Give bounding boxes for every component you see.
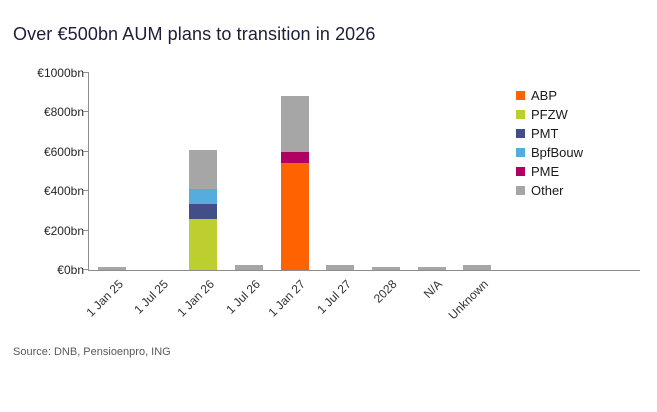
bar-1-jan-26 <box>189 73 218 270</box>
x-tick-label: 1 Jan 27 <box>265 277 309 320</box>
x-tick-label: 1 Jul 26 <box>223 277 263 317</box>
legend-label-other: Other <box>531 183 564 198</box>
bar-segment-pme-1-jan-27 <box>280 151 309 163</box>
bar-segment-other-2028 <box>371 267 400 270</box>
legend-item-abp: ABP <box>516 86 583 105</box>
legend-swatch-pfzw <box>516 110 525 119</box>
bar-segment-other-1-jul-26 <box>234 265 263 270</box>
x-axis-line <box>88 270 640 271</box>
bar-segment-other-1-jan-26 <box>189 149 218 190</box>
bar-1-jul-26 <box>234 73 263 270</box>
chart-title: Over €500bn AUM plans to transition in 2… <box>13 24 376 44</box>
bar-segment-pfzw-1-jan-26 <box>189 218 218 270</box>
y-tick-label: €400bn <box>43 184 84 199</box>
legend: ABP PFZW PMT BpfBouw PME Other <box>516 86 583 200</box>
y-tick-label: €0bn <box>57 263 84 277</box>
y-tick-label: €1000bn <box>37 66 84 80</box>
y-tick-label: €200bn <box>43 223 84 238</box>
bar-1-jan-27 <box>280 73 309 270</box>
plot-area <box>83 72 500 270</box>
bar-1-jan-25 <box>97 73 126 270</box>
bar-1-jul-27 <box>326 73 355 270</box>
y-axis-labels: €0bn €200bn €400bn €600bn €800bn €1000bn <box>0 66 84 277</box>
bar-segment-other-1-jan-25 <box>97 267 126 270</box>
source-note: Source: DNB, Pensioenpro, ING <box>13 346 171 358</box>
x-tick-label: 1 Jul 25 <box>131 277 172 317</box>
bar-unknown <box>463 73 492 270</box>
legend-item-other: Other <box>516 181 583 200</box>
x-tick-label: 2028 <box>370 277 400 306</box>
x-tick-label: 1 Jan 25 <box>83 277 126 320</box>
bar-2028 <box>371 73 400 270</box>
bar-segment-abp-1-jan-27 <box>280 162 309 270</box>
x-tick-label: 1 Jul 27 <box>314 277 355 317</box>
legend-swatch-abp <box>516 91 525 100</box>
y-tick-mark <box>83 190 89 192</box>
legend-item-pme: PME <box>516 162 583 181</box>
x-axis-labels: 1 Jan 25 1 Jul 25 1 Jan 26 1 Jul 26 1 Jan 27… <box>83 271 500 346</box>
x-tick-label: 1 Jan 26 <box>174 277 218 320</box>
y-tick-mark <box>83 150 89 152</box>
y-tick-mark <box>83 269 89 270</box>
bar-segment-other-1-jul-27 <box>326 265 355 270</box>
bar-segment-pmt-1-jan-26 <box>189 204 218 219</box>
legend-label-pmt: PMT <box>531 126 559 141</box>
legend-item-pfzw: PFZW <box>516 105 583 124</box>
legend-item-pmt: PMT <box>516 124 583 143</box>
bar-n-a <box>417 73 446 270</box>
bar-segment-other-1-jan-27 <box>280 95 309 152</box>
legend-label-abp: ABP <box>531 88 558 103</box>
y-tick-mark <box>83 72 89 73</box>
legend-label-pme: PME <box>531 164 560 179</box>
x-tick-label: N/A <box>421 277 446 302</box>
bar-1-jul-25 <box>144 73 172 270</box>
legend-label-bpfbouw: BpfBouw <box>531 145 584 160</box>
y-tick-mark <box>83 111 89 113</box>
legend-swatch-bpfbouw <box>516 148 525 157</box>
legend-swatch-pmt <box>516 129 525 138</box>
y-tick-mark <box>83 229 89 231</box>
bar-segment-other-unknown <box>463 265 492 270</box>
bar-segment-other-n-a <box>417 267 446 270</box>
x-tick-label: Unknown <box>445 277 492 323</box>
y-tick-label: €600bn <box>43 144 84 159</box>
legend-swatch-other <box>516 186 525 195</box>
legend-label-pfzw: PFZW <box>531 107 568 122</box>
y-tick-label: €800bn <box>43 105 84 120</box>
legend-swatch-pme <box>516 167 525 176</box>
bar-segment-bpfbouw-1-jan-26 <box>189 189 218 205</box>
legend-item-bpfbouw: BpfBouw <box>516 143 583 162</box>
